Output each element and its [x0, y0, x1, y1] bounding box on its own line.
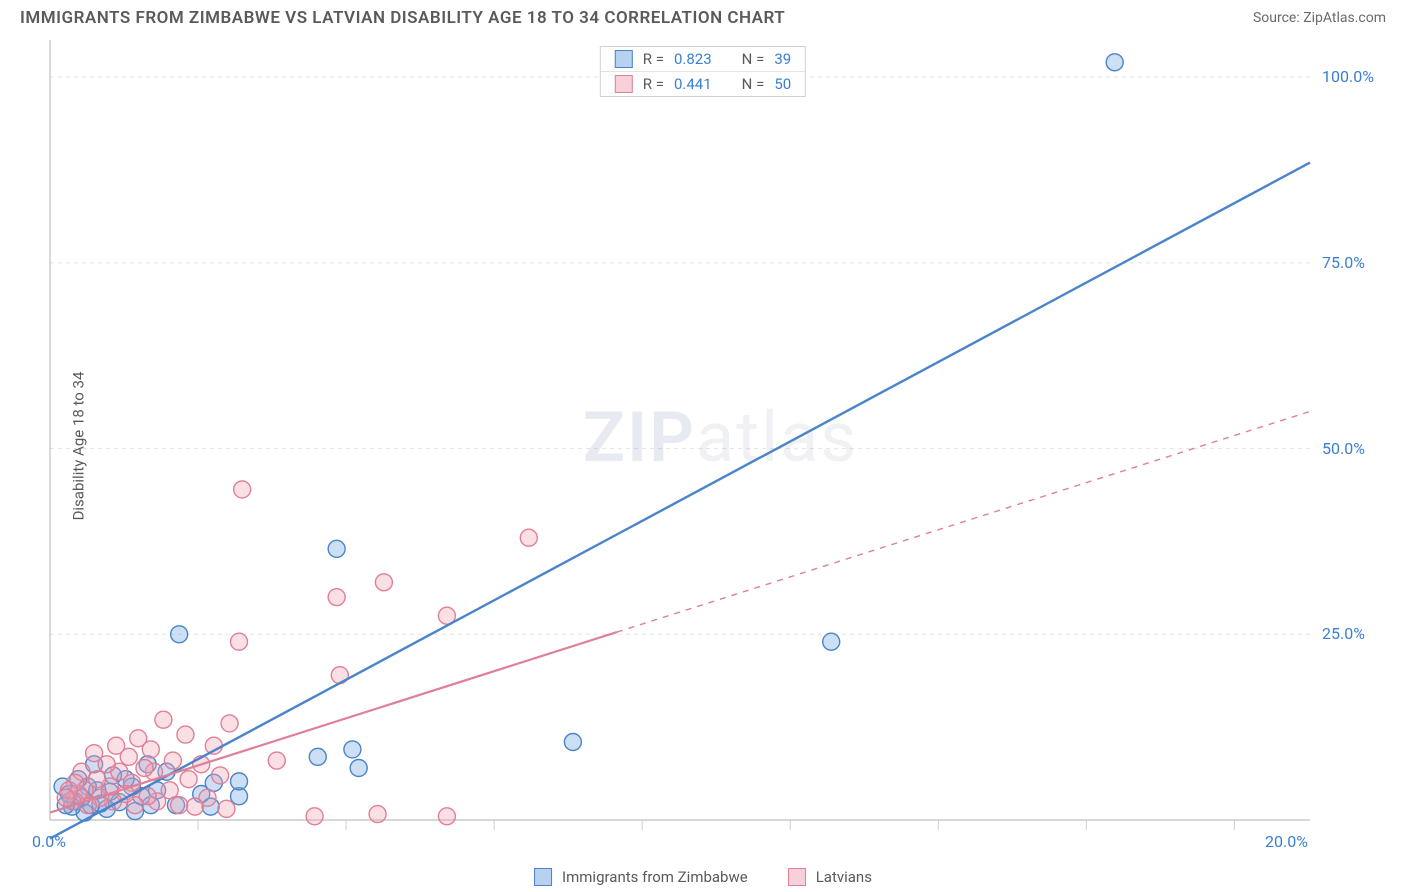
- chart-header: IMMIGRANTS FROM ZIMBABWE VS LATVIAN DISA…: [0, 0, 1406, 32]
- source-site[interactable]: ZipAtlas.com: [1303, 10, 1386, 26]
- legend-n-label: N =: [742, 50, 765, 68]
- legend-swatch-1: [788, 868, 806, 886]
- source-label: Source:: [1253, 10, 1300, 26]
- legend-n-label: N =: [742, 75, 765, 93]
- y-tick-label-50: 50.0%: [1322, 439, 1365, 458]
- legend-r-label: R =: [643, 50, 664, 68]
- legend-n-value-0: 39: [774, 50, 791, 68]
- chart-area: ZIPatlas: [45, 40, 1396, 852]
- x-tick-label-max: 20.0%: [1265, 832, 1308, 851]
- legend-series-name-0: Immigrants from Zimbabwe: [562, 868, 748, 886]
- y-tick-label-100: 100.0%: [1322, 67, 1374, 86]
- legend-n-value-1: 50: [774, 75, 791, 93]
- y-tick-label-25: 25.0%: [1322, 624, 1365, 643]
- y-tick-label-75: 75.0%: [1322, 253, 1365, 272]
- scatter-plot-svg: [45, 40, 1395, 850]
- x-tick-label-min: 0.0%: [32, 832, 66, 851]
- chart-title: IMMIGRANTS FROM ZIMBABWE VS LATVIAN DISA…: [20, 8, 785, 28]
- series-legend: Immigrants from Zimbabwe Latvians: [534, 868, 872, 886]
- legend-row-series-0: R = 0.823 N = 39: [601, 47, 805, 71]
- legend-item-1: Latvians: [788, 868, 872, 886]
- legend-row-series-1: R = 0.441 N = 50: [601, 71, 805, 96]
- legend-r-value-0: 0.823: [674, 50, 712, 68]
- correlation-legend: R = 0.823 N = 39 R = 0.441 N = 50: [600, 46, 806, 97]
- legend-swatch-0: [534, 868, 552, 886]
- legend-swatch-0: [615, 50, 633, 68]
- source-attribution: Source: ZipAtlas.com: [1253, 10, 1386, 26]
- legend-swatch-1: [615, 75, 633, 93]
- legend-series-name-1: Latvians: [816, 868, 872, 886]
- legend-r-label: R =: [643, 75, 664, 93]
- legend-item-0: Immigrants from Zimbabwe: [534, 868, 748, 886]
- legend-r-value-1: 0.441: [674, 75, 712, 93]
